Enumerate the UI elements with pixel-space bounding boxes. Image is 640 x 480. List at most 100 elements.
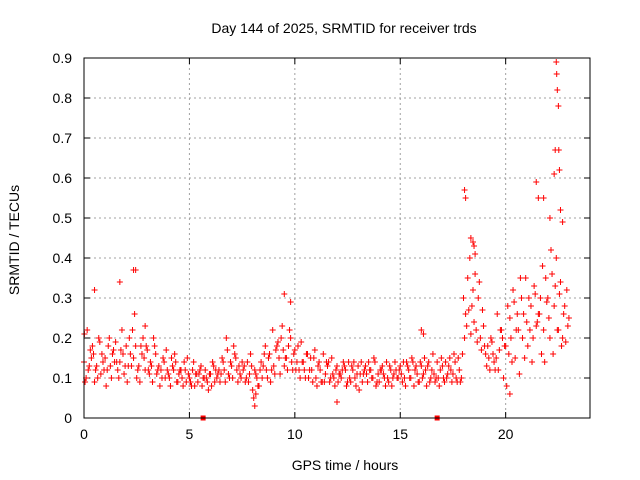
data-point [538, 351, 545, 357]
data-point [449, 371, 456, 377]
data-point [208, 383, 215, 389]
data-point [323, 359, 330, 365]
data-point [338, 375, 345, 381]
data-point [347, 379, 354, 385]
data-point [221, 367, 228, 373]
data-point [146, 371, 153, 377]
data-point [391, 359, 398, 365]
data-point [337, 371, 344, 377]
y-tick-label: 0.9 [53, 50, 73, 66]
data-point [311, 347, 318, 353]
data-point [508, 359, 515, 365]
data-point [386, 363, 393, 369]
data-point [479, 307, 486, 313]
data-point [483, 363, 490, 369]
data-point [106, 335, 113, 341]
data-point [271, 371, 278, 377]
data-point [95, 335, 102, 341]
data-point [355, 363, 362, 369]
data-point [141, 355, 148, 361]
data-point [242, 379, 249, 385]
data-point [164, 367, 171, 373]
data-point [561, 303, 568, 309]
data-point [461, 335, 468, 341]
data-point [198, 363, 205, 369]
data-point [250, 395, 257, 401]
data-point [377, 367, 384, 373]
data-point [329, 371, 336, 377]
data-point [480, 323, 487, 329]
data-point [102, 355, 109, 361]
data-point [511, 299, 518, 305]
data-point [214, 371, 221, 377]
data-point [485, 355, 492, 361]
data-point [112, 339, 119, 345]
data-point [423, 383, 430, 389]
data-point [223, 335, 230, 341]
data-point [442, 359, 449, 365]
data-point [227, 359, 234, 365]
data-point [258, 359, 265, 365]
data-point [161, 359, 168, 365]
data-point [554, 87, 561, 93]
data-point [89, 343, 96, 349]
data-point [501, 343, 508, 349]
data-point [439, 363, 446, 369]
data-point [247, 351, 254, 357]
data-point [190, 359, 197, 365]
data-point [462, 195, 469, 201]
data-point [91, 379, 98, 385]
data-point [113, 359, 120, 365]
data-point [206, 371, 213, 377]
data-point [542, 275, 549, 281]
data-point [169, 363, 176, 369]
data-point [144, 347, 151, 353]
data-point [235, 363, 242, 369]
data-point [550, 351, 557, 357]
data-point [540, 327, 547, 333]
data-point [478, 347, 485, 353]
data-point [171, 351, 178, 357]
y-axis-label: SRMTID / TECUs [6, 185, 22, 295]
data-point [408, 355, 415, 361]
data-point [429, 351, 436, 357]
data-point [558, 343, 565, 349]
data-point [324, 363, 331, 369]
data-point [298, 339, 305, 345]
data-point [545, 315, 552, 321]
data-point [350, 359, 357, 365]
data-point [320, 351, 327, 357]
data-point [486, 367, 493, 373]
data-point [468, 303, 475, 309]
data-point [291, 347, 298, 353]
data-point [168, 355, 175, 361]
data-point [122, 363, 129, 369]
data-point [503, 383, 510, 389]
data-point [142, 323, 149, 329]
data-point [260, 363, 267, 369]
data-point [438, 355, 445, 361]
data-point [507, 335, 514, 341]
data-point [477, 335, 484, 341]
data-point [297, 375, 304, 381]
data-point [287, 299, 294, 305]
data-point [233, 367, 240, 373]
data-point [527, 303, 534, 309]
data-point [432, 379, 439, 385]
data-point [427, 375, 434, 381]
data-point [402, 383, 409, 389]
data-point [398, 371, 405, 377]
data-point [202, 367, 209, 373]
data-point [426, 379, 433, 385]
data-point [135, 363, 142, 369]
data-point [251, 367, 258, 373]
data-point [451, 351, 458, 357]
data-point [116, 279, 123, 285]
data-point [434, 359, 441, 365]
data-point [562, 339, 569, 345]
data-point [204, 379, 211, 385]
y-tick-label: 0.5 [53, 210, 73, 226]
data-point [544, 295, 551, 301]
data-point [467, 235, 474, 241]
data-point [117, 347, 124, 353]
